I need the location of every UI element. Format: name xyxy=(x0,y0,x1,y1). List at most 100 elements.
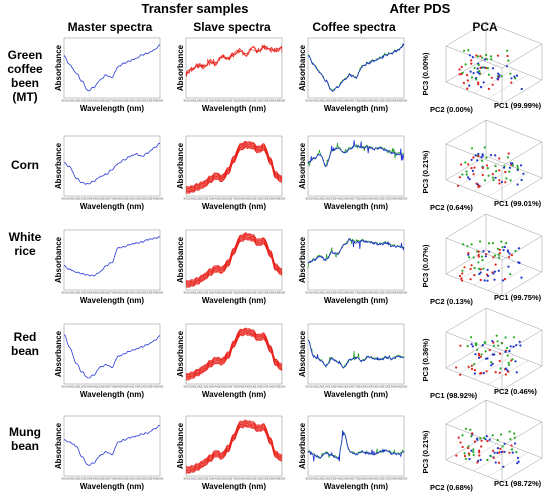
pca-point xyxy=(459,441,462,444)
pca-point xyxy=(480,371,483,375)
spectrum-svg-mung-bean-coffee: 900 1000 1100 1200 1300 1400 1500 1600 1700 1800 1… xyxy=(298,415,408,491)
pca-point xyxy=(514,249,517,253)
x-tick-label: 1100 xyxy=(73,385,80,389)
slave-spectrum-line xyxy=(185,419,283,468)
y-axis-label: Absorbance xyxy=(176,422,185,469)
x-tick-label: 1300 xyxy=(329,99,336,103)
pca-point xyxy=(473,363,476,366)
pca-point xyxy=(485,435,488,438)
pca-point xyxy=(466,245,469,248)
slave-spectrum-line xyxy=(185,235,283,285)
spectrum-svg-corn-master: 900 1000 1100 1200 1300 1400 1500 1600 1700 1800 1… xyxy=(54,135,164,211)
pca-point xyxy=(516,167,519,170)
pca-point xyxy=(479,437,482,440)
pca-point xyxy=(494,176,497,179)
x-tick-label: 1900 xyxy=(365,291,372,295)
x-tick-label: 1500 xyxy=(341,477,348,481)
x-tick-label: 2200 xyxy=(139,291,146,295)
slave-spectrum-line xyxy=(185,140,283,188)
x-tick-label: 2500 xyxy=(157,197,164,201)
spectrum-svg-white-rice-master: 900 1000 1100 1200 1300 1400 1500 1600 1700 1800 1… xyxy=(54,229,164,305)
pca-point xyxy=(460,277,463,280)
pca-point xyxy=(479,458,482,461)
x-tick-label: 2200 xyxy=(139,197,146,201)
pca-point xyxy=(470,147,474,150)
pca-point xyxy=(481,166,484,170)
pca-point xyxy=(486,67,489,70)
pca-point xyxy=(483,341,486,344)
x-tick-label: 2500 xyxy=(279,385,286,389)
pca-point xyxy=(520,87,523,91)
x-tick-label: 1400 xyxy=(213,291,220,295)
x-axis-label: Wavelength (nm) xyxy=(202,482,266,491)
pca-point xyxy=(498,371,501,374)
x-tick-label: 2400 xyxy=(273,291,280,295)
pca-point xyxy=(497,269,500,272)
x-tick-label: 2100 xyxy=(133,477,140,481)
pca-point xyxy=(516,164,519,167)
x-tick-label: 2100 xyxy=(377,385,384,389)
pca-point xyxy=(470,336,473,339)
pca-point xyxy=(484,53,488,57)
pca-point xyxy=(473,266,476,270)
y-axis-label: Absorbance xyxy=(298,44,307,91)
pca-point xyxy=(479,278,482,282)
pca-point xyxy=(479,271,482,274)
x-axis-label: Wavelength (nm) xyxy=(80,390,144,399)
pca-point xyxy=(468,178,471,181)
x-tick-label: 1600 xyxy=(225,197,232,201)
pca-point xyxy=(490,364,493,367)
x-tick-label: 2500 xyxy=(157,99,164,103)
spectrum-panel-green-coffee-coffee: 900 1000 1100 1200 1300 1400 1500 1600 1700 1800 1… xyxy=(296,30,408,114)
x-tick-label: 1400 xyxy=(335,197,342,201)
spectrum-svg-red-bean-master: 900 1000 1100 1200 1300 1400 1500 1600 1700 1800 1… xyxy=(54,323,164,399)
x-tick-label: 1000 xyxy=(189,477,196,481)
x-tick-label: 1300 xyxy=(85,99,92,103)
pca-point xyxy=(483,179,487,182)
pca-point xyxy=(494,461,497,464)
x-tick-label: 1100 xyxy=(317,99,324,103)
master-spectrum-line xyxy=(64,142,161,185)
pca-point xyxy=(494,164,497,168)
pca-point xyxy=(505,65,508,68)
pca-point xyxy=(505,49,509,52)
spectrum-panel-green-coffee-master: 900 1000 1100 1200 1300 1400 1500 1600 1700 1800 1… xyxy=(52,30,164,114)
x-tick-label: 2300 xyxy=(267,385,274,389)
pca-point xyxy=(471,432,474,435)
x-tick-label: 1700 xyxy=(109,99,116,103)
x-tick-label: 1100 xyxy=(195,477,202,481)
x-axis-label: Wavelength (nm) xyxy=(324,104,388,113)
pca-box xyxy=(445,119,543,203)
pca-point xyxy=(515,371,518,374)
pca-svg-4: PC3 (0.21%) PC2 (0.68%) PC1 (98.72%) xyxy=(421,399,543,492)
x-tick-label: 2100 xyxy=(255,197,262,201)
pca-point xyxy=(474,353,477,356)
x-tick-label: 1800 xyxy=(115,385,122,389)
pca-point xyxy=(510,448,514,451)
x-tick-label: 1600 xyxy=(225,99,232,103)
pca-point xyxy=(490,58,493,61)
pca-point xyxy=(461,434,464,437)
spectrum-svg-white-rice-coffee: 900 1000 1100 1200 1300 1400 1500 1600 1700 1800 1… xyxy=(298,229,408,305)
pca-point xyxy=(483,146,486,149)
pca-point xyxy=(462,243,465,246)
pca-point xyxy=(480,255,483,258)
pca-point xyxy=(486,440,489,443)
pca-point xyxy=(478,272,481,276)
x-tick-label: 1600 xyxy=(347,477,354,481)
pca-point xyxy=(509,273,512,276)
pca-box xyxy=(445,21,543,105)
x-tick-label: 900 xyxy=(61,385,66,389)
pca-point xyxy=(507,265,510,268)
x-tick-label: 1800 xyxy=(115,291,122,295)
pca-point xyxy=(488,438,491,441)
x-tick-label: 2100 xyxy=(377,197,384,201)
pca-point xyxy=(485,253,488,256)
pca-point xyxy=(506,354,509,357)
x-tick-label: 2100 xyxy=(377,477,384,481)
pca-svg-1: PC3 (0.21%) PC2 (0.64%) PC1 (99.01%) xyxy=(421,119,543,212)
pca-point xyxy=(492,272,495,275)
slave-spectrum-line xyxy=(185,330,283,378)
x-tick-label: 1100 xyxy=(317,477,324,481)
pca-point xyxy=(503,166,506,169)
